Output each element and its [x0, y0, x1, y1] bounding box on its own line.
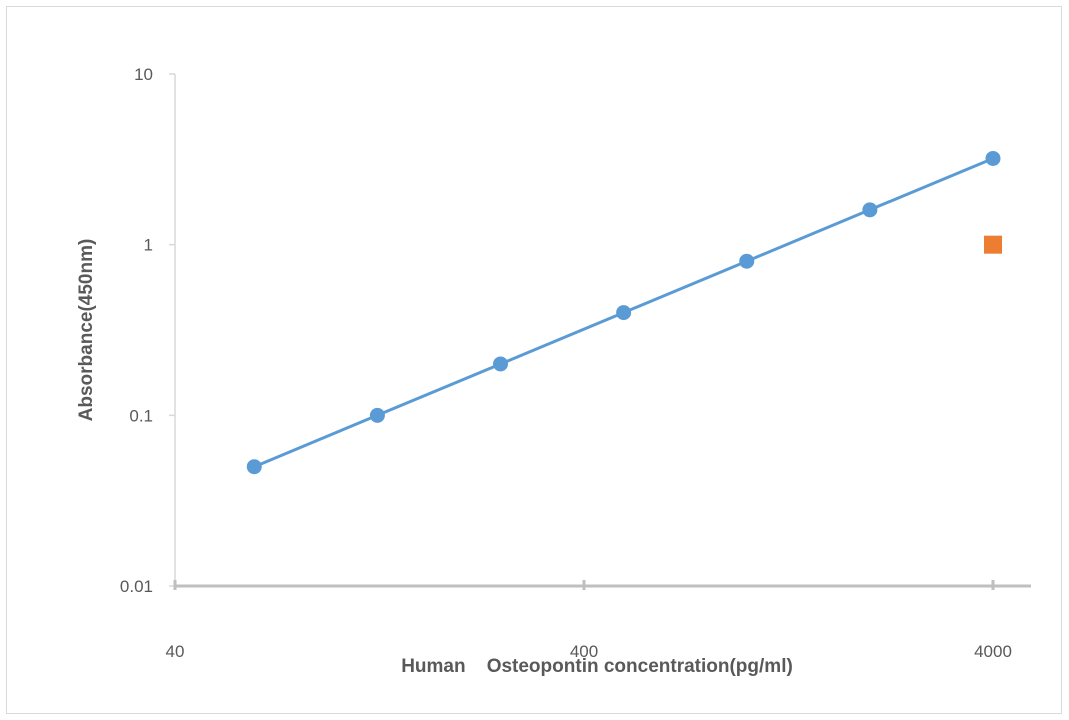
- plot-area: [246, 150, 1002, 475]
- x-tick-label: 400: [570, 642, 598, 661]
- data-point: [985, 150, 1001, 166]
- data-point: [493, 356, 509, 372]
- series-1: [246, 150, 1001, 475]
- y-tick-label: 0.1: [129, 406, 153, 425]
- y-tick-label: 0.01: [120, 577, 153, 596]
- y-tick-label: 10: [134, 65, 153, 84]
- axis-ticks: 0.01 0.1 1 10 40 400 4000: [120, 65, 1012, 661]
- x-tick-label: 40: [166, 642, 185, 661]
- x-tick-label: 4000: [974, 642, 1012, 661]
- data-point: [862, 202, 878, 218]
- y-tick-label: 1: [144, 236, 153, 255]
- series-2: [984, 235, 1002, 254]
- data-point: [246, 459, 262, 475]
- data-point: [616, 305, 632, 321]
- data-point: [739, 253, 755, 269]
- x-axis-title: Human Osteopontin concentration(pg/ml): [401, 656, 793, 677]
- data-point: [984, 235, 1002, 254]
- y-axis-title: Absorbance(450nm): [76, 239, 97, 422]
- data-point: [369, 407, 385, 423]
- chart-frame: [6, 6, 1062, 714]
